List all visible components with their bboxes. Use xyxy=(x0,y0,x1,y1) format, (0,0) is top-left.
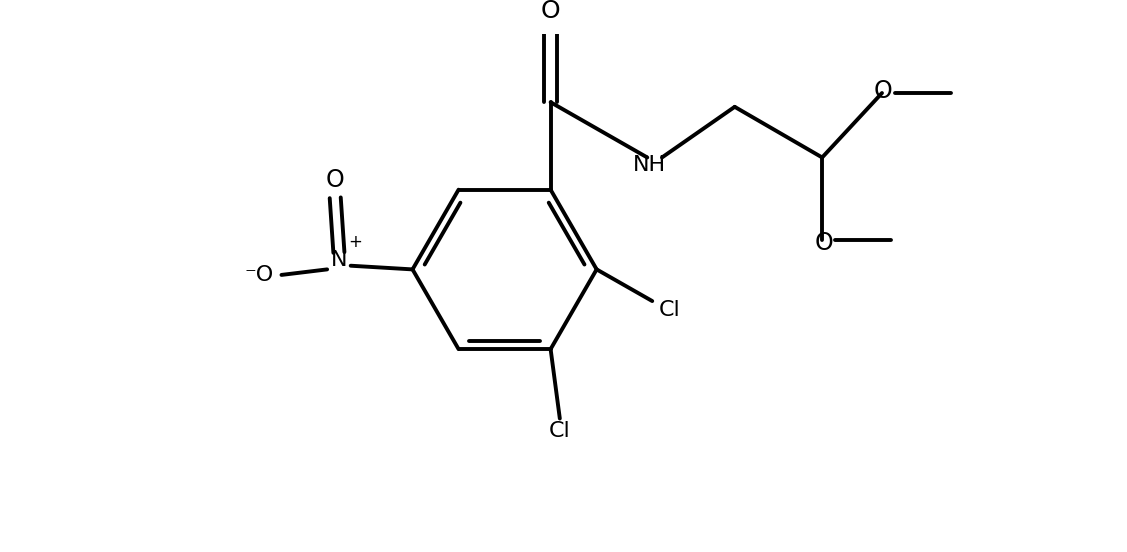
Text: Cl: Cl xyxy=(659,300,681,320)
Text: O: O xyxy=(541,0,560,23)
Text: O: O xyxy=(814,231,833,254)
Text: O: O xyxy=(326,168,345,192)
Text: NH: NH xyxy=(633,155,666,175)
Text: N: N xyxy=(330,250,347,270)
Text: Cl: Cl xyxy=(549,421,570,441)
Text: ⁻O: ⁻O xyxy=(245,265,274,285)
Text: +: + xyxy=(348,233,362,251)
Text: O: O xyxy=(875,79,893,103)
